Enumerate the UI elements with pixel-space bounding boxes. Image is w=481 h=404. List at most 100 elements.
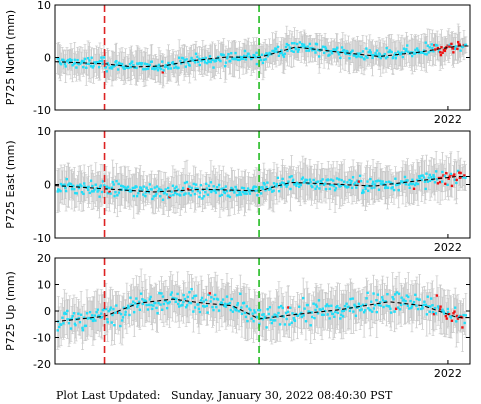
data-point	[106, 320, 109, 324]
data-point	[77, 317, 81, 320]
data-point	[185, 58, 188, 61]
data-point	[197, 60, 200, 64]
data-point	[304, 45, 307, 49]
data-point	[422, 49, 426, 52]
data-point	[109, 192, 112, 195]
data-point	[99, 316, 102, 319]
data-point	[297, 182, 300, 186]
data-point	[119, 312, 123, 316]
data-point	[198, 57, 201, 61]
data-point	[206, 311, 209, 314]
data-point	[173, 191, 177, 195]
data-point	[150, 60, 154, 63]
data-point	[258, 56, 261, 60]
data-point	[434, 170, 438, 173]
data-point	[387, 180, 391, 183]
data-point	[276, 176, 280, 180]
data-point	[170, 190, 173, 193]
data-point	[315, 185, 319, 188]
data-point	[183, 297, 187, 301]
data-point	[453, 178, 457, 181]
data-point	[305, 178, 309, 182]
data-point	[237, 193, 241, 196]
data-point	[441, 170, 444, 174]
plot-area	[55, 5, 470, 110]
data-point	[399, 52, 403, 56]
data-point	[224, 61, 228, 64]
data-point	[293, 42, 296, 45]
data-point	[395, 53, 399, 57]
data-point	[306, 45, 310, 48]
data-point	[169, 194, 172, 197]
data-point	[385, 180, 388, 184]
data-point	[279, 182, 282, 186]
data-point	[454, 45, 457, 48]
data-point	[309, 47, 312, 50]
data-point	[283, 183, 286, 186]
data-point	[438, 180, 442, 184]
data-point	[141, 302, 144, 306]
data-point	[253, 54, 256, 57]
data-point	[235, 309, 238, 312]
data-point	[69, 182, 73, 186]
data-point	[194, 183, 198, 186]
data-point	[428, 179, 432, 183]
data-point	[92, 64, 95, 68]
data-point	[132, 194, 135, 198]
data-point	[79, 183, 82, 186]
data-point	[68, 318, 71, 321]
data-point	[214, 191, 218, 194]
data-point	[233, 57, 236, 60]
data-point	[220, 301, 224, 305]
data-point	[174, 65, 178, 69]
data-point	[100, 312, 103, 315]
data-point	[328, 53, 331, 56]
data-point	[207, 293, 210, 296]
data-point	[345, 186, 349, 189]
data-point	[179, 59, 182, 63]
data-point	[107, 63, 110, 67]
data-point	[187, 192, 190, 195]
data-point	[120, 184, 123, 188]
data-point	[191, 296, 194, 300]
data-point	[375, 53, 378, 57]
data-point	[297, 185, 301, 189]
data-point	[231, 187, 234, 191]
data-point	[113, 194, 116, 198]
data-point	[311, 47, 315, 50]
data-point	[264, 58, 267, 61]
data-point	[177, 66, 180, 70]
data-point	[234, 185, 237, 189]
data-point	[261, 61, 265, 65]
data-point	[458, 171, 461, 174]
data-point	[77, 312, 80, 315]
data-point	[355, 186, 358, 189]
data-point	[428, 46, 431, 49]
data-point	[373, 183, 377, 186]
data-point	[425, 53, 428, 56]
data-point	[186, 187, 190, 191]
data-point	[383, 186, 387, 190]
data-point	[158, 292, 161, 295]
data-point	[452, 51, 455, 54]
data-point	[361, 189, 365, 192]
data-point	[390, 187, 393, 190]
data-point	[314, 51, 317, 54]
data-point	[144, 67, 148, 71]
data-point	[453, 173, 456, 176]
data-point	[161, 295, 165, 298]
data-point	[199, 183, 202, 187]
data-point	[311, 185, 314, 189]
data-point	[322, 183, 326, 187]
data-point	[136, 303, 140, 307]
data-point	[241, 190, 245, 194]
data-point	[102, 56, 106, 59]
data-point	[156, 69, 160, 72]
data-point	[386, 186, 390, 189]
data-point	[407, 183, 411, 186]
data-point	[109, 66, 112, 69]
data-point	[139, 292, 143, 295]
data-point	[426, 180, 430, 183]
data-point	[446, 183, 449, 187]
data-point	[364, 55, 368, 58]
